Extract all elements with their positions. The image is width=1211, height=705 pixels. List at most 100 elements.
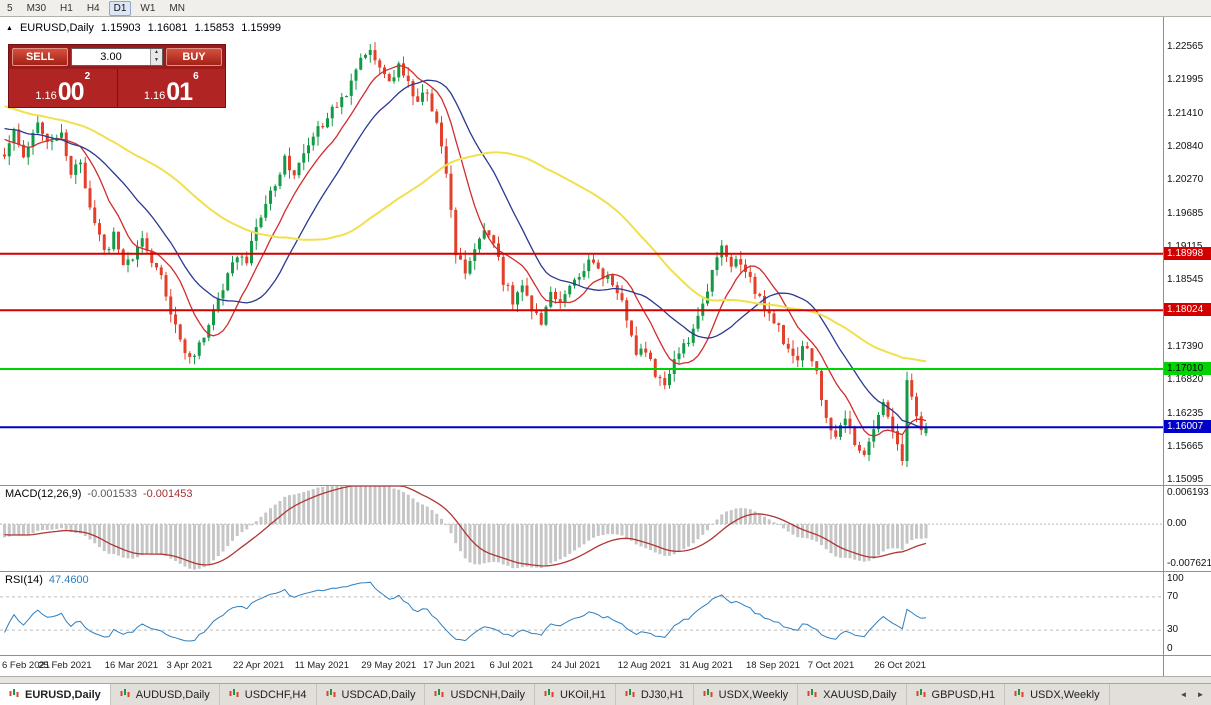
chart-tab-label: USDX,Weekly bbox=[718, 688, 789, 701]
date-axis-label: 24 Jul 2021 bbox=[551, 660, 601, 671]
date-axis-label: 16 Mar 2021 bbox=[104, 660, 159, 671]
price-axis-label: 1.16820 bbox=[1167, 374, 1204, 386]
chart-tab-usdcnh-daily[interactable]: USDCNH,Daily bbox=[425, 684, 536, 705]
one-click-trading-panel: SELL 3.00 ▲ ▼ BUY 1.16 00 2 1.16 01 6 bbox=[8, 44, 226, 108]
sell-button[interactable]: SELL bbox=[12, 48, 68, 66]
timeframe-button-m30[interactable]: M30 bbox=[26, 2, 47, 14]
rsi-axis-label: 100 bbox=[1167, 573, 1184, 584]
chart-tab-usdchf-h4[interactable]: USDCHF,H4 bbox=[220, 684, 317, 705]
tab-scroll-left-button[interactable]: ◄ bbox=[1179, 690, 1188, 699]
price-axis-label: 1.16235 bbox=[1167, 407, 1204, 419]
volume-input[interactable]: 3.00 bbox=[100, 51, 122, 63]
chart-tab-label: USDCHF,H4 bbox=[244, 688, 307, 701]
price-axis[interactable]: 1.22565 1.21995 1.21410 1.20840 1.20270 1.196… bbox=[1163, 17, 1211, 676]
sell-price-pips: 00 bbox=[57, 77, 85, 106]
ohlc-open: 1.15903 bbox=[100, 22, 141, 34]
mini-chart-icon bbox=[229, 688, 240, 702]
symbol-period-label: EURUSD,Daily bbox=[19, 22, 94, 34]
timeframe-button-d1[interactable]: D1 bbox=[108, 0, 132, 16]
mini-chart-icon bbox=[625, 688, 636, 702]
date-axis-label: 29 May 2021 bbox=[361, 660, 417, 671]
price-axis-label: 1.18545 bbox=[1167, 273, 1204, 285]
price-axis-label: 1.20840 bbox=[1167, 140, 1204, 152]
trade-panel-divider bbox=[116, 69, 118, 107]
level-lines bbox=[0, 252, 1163, 429]
chart-tab-label: EURUSD,Daily bbox=[25, 688, 101, 701]
timeframe-button-h1[interactable]: H1 bbox=[60, 2, 73, 14]
tab-scroll-right-button[interactable]: ► bbox=[1196, 690, 1205, 699]
chart-tab-label: USDX,Weekly bbox=[1030, 688, 1100, 701]
price-level-label: 1.16007 bbox=[1164, 420, 1211, 434]
slow-ma-line bbox=[4, 105, 927, 363]
panel-separator[interactable] bbox=[0, 485, 1211, 486]
mini-chart-icon bbox=[326, 688, 337, 702]
chart-header: ▲ EURUSD,Daily 1.15903 1.16081 1.15853 1… bbox=[6, 22, 281, 34]
date-axis-label: 17 Jun 2021 bbox=[423, 660, 476, 671]
chart-tab-usdx-weekly[interactable]: USDX,Weekly bbox=[1005, 684, 1110, 705]
chart-canvas[interactable] bbox=[0, 0, 1163, 676]
chart-tab-ukoil-h1[interactable]: UKOil,H1 bbox=[535, 684, 616, 705]
price-axis-label: 1.22565 bbox=[1167, 40, 1204, 52]
panel-separator bbox=[0, 655, 1211, 656]
timeframe-button-w1[interactable]: W1 bbox=[140, 2, 156, 14]
mini-chart-icon bbox=[544, 688, 555, 702]
volume-spinner: ▲ ▼ bbox=[150, 49, 162, 65]
mini-chart-icon bbox=[807, 688, 818, 702]
date-axis-label: 22 Apr 2021 bbox=[233, 660, 285, 671]
macd-axis-label: 0.006193 bbox=[1167, 487, 1209, 498]
price-level-label: 1.18998 bbox=[1164, 246, 1211, 260]
trade-panel-header: SELL 3.00 ▲ ▼ BUY bbox=[9, 45, 225, 69]
timeframe-button-mn[interactable]: MN bbox=[169, 2, 185, 14]
price-axis-label: 1.19115 bbox=[1167, 241, 1202, 252]
chart-tab-eurusd-daily[interactable]: EURUSD,Daily bbox=[0, 684, 111, 705]
date-axis-label: 25 Feb 2021 bbox=[38, 660, 92, 671]
date-axis-label: 11 May 2021 bbox=[294, 660, 349, 671]
mid-ma-line bbox=[4, 79, 927, 429]
chart-tab-label: XAUUSD,Daily bbox=[823, 688, 897, 701]
chart-tab-usdcad-daily[interactable]: USDCAD,Daily bbox=[317, 684, 426, 705]
rsi-axis-label: 0 bbox=[1167, 643, 1173, 654]
macd-value: -0.001533 bbox=[87, 488, 137, 500]
chart-tab-gbpusd-h1[interactable]: GBPUSD,H1 bbox=[907, 684, 1006, 705]
timeframe-toolbar: 5 M30 H1 H4 D1 W1 MN bbox=[0, 0, 1211, 17]
timeframe-button-h4[interactable]: H4 bbox=[86, 2, 100, 14]
buy-button[interactable]: BUY bbox=[166, 48, 222, 66]
ohlc-low: 1.15853 bbox=[194, 22, 235, 34]
panel-separator[interactable] bbox=[0, 571, 1211, 572]
chart-tab-label: USDCAD,Daily bbox=[341, 688, 416, 701]
chart-tab-label: UKOil,H1 bbox=[560, 688, 606, 701]
date-axis-label: 31 Aug 2021 bbox=[679, 660, 733, 671]
price-axis-label: 1.21410 bbox=[1167, 107, 1204, 119]
timeframe-button-5[interactable]: 5 bbox=[7, 2, 13, 14]
sell-price[interactable]: 1.16 00 2 bbox=[9, 69, 117, 107]
macd-signal-value: -0.001453 bbox=[142, 488, 193, 500]
chart-tab-audusd-daily[interactable]: AUDUSD,Daily bbox=[111, 684, 220, 705]
buy-price-pips: 01 bbox=[166, 77, 193, 106]
macd-panel bbox=[0, 485, 1163, 570]
price-level-label: 1.18024 bbox=[1164, 303, 1211, 317]
price-axis-label: 1.15095 bbox=[1167, 474, 1204, 486]
mini-chart-icon bbox=[703, 688, 714, 702]
symbol-marker-icon: ▲ bbox=[6, 24, 13, 32]
macd-name: MACD(12,26,9) bbox=[5, 488, 82, 500]
chart-tab-dj30-h1[interactable]: DJ30,H1 bbox=[616, 684, 694, 705]
buy-price[interactable]: 1.16 01 6 bbox=[118, 69, 226, 107]
volume-down-button[interactable]: ▼ bbox=[151, 57, 162, 65]
price-level-label: 1.17010 bbox=[1164, 362, 1211, 375]
chart-tab-label: GBPUSD,H1 bbox=[931, 688, 996, 701]
mini-chart-icon bbox=[916, 688, 927, 702]
chart-tab-xauusd-daily[interactable]: XAUUSD,Daily bbox=[798, 684, 907, 705]
chart-tab-label: USDCNH,Daily bbox=[450, 688, 526, 701]
chart-tab-usdx-weekly[interactable]: USDX,Weekly bbox=[694, 684, 799, 705]
macd-label: MACD(12,26,9) -0.001533 -0.001453 bbox=[5, 488, 193, 500]
rsi-name: RSI(14) bbox=[5, 574, 43, 586]
date-axis-label: 6 Jul 2021 bbox=[489, 660, 534, 671]
date-axis-label: 18 Sep 2021 bbox=[746, 660, 800, 671]
date-axis[interactable]: 6 Feb 2021 25 Feb 2021 16 Mar 2021 3 Apr 20… bbox=[0, 656, 1163, 676]
price-axis-label: 1.20270 bbox=[1167, 173, 1204, 185]
price-axis-label: 1.17390 bbox=[1167, 340, 1204, 352]
volume-up-button[interactable]: ▲ bbox=[151, 49, 162, 57]
date-axis-label: 26 Oct 2021 bbox=[874, 660, 927, 671]
chart-tab-label: DJ30,H1 bbox=[640, 688, 684, 701]
tab-scroll-controls: ◄ ► bbox=[1176, 684, 1211, 705]
